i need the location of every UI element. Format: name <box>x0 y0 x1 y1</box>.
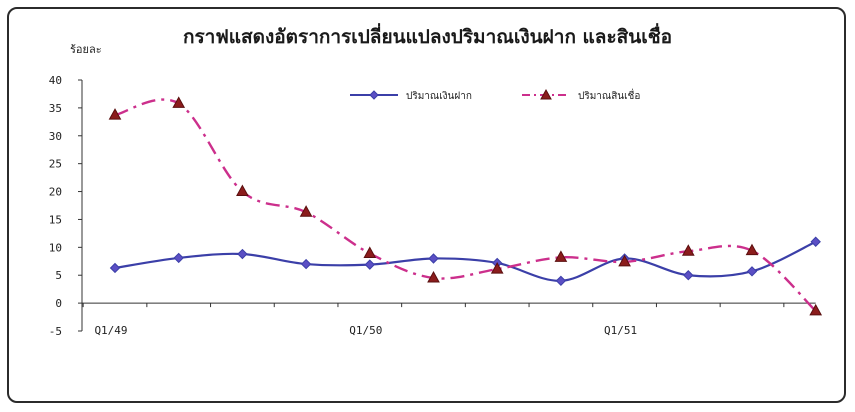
credit-data-point <box>809 303 823 316</box>
legend-credit-label: ปริมาณสินเชื่อ <box>578 88 640 102</box>
y-tick-label: 30 <box>49 130 62 143</box>
credit-data-point <box>618 254 631 267</box>
y-axis-label: ร้อยละ <box>70 43 102 56</box>
y-tick-label: 35 <box>49 102 62 115</box>
x-tick-label: Q1/50 <box>349 324 382 337</box>
deposit-data-point <box>428 253 439 264</box>
deposit-data-point <box>109 262 121 274</box>
credit-data-point <box>745 243 759 256</box>
y-tick-label: 40 <box>49 74 62 87</box>
credit-data-point <box>108 108 122 120</box>
deposit-data-point <box>364 259 376 270</box>
y-tick-label: 5 <box>55 269 62 282</box>
y-tick-label: 20 <box>49 186 62 199</box>
deposit-data-point <box>300 258 312 270</box>
chart-frame <box>7 7 846 403</box>
legend-deposit-marker <box>369 90 379 100</box>
deposit-series-line <box>114 240 817 282</box>
x-tick-label: Q1/49 <box>94 324 127 337</box>
credit-data-point <box>490 262 504 274</box>
deposit-data-point <box>746 266 758 277</box>
deposit-data-point <box>555 275 567 287</box>
y-tick-label: -5 <box>49 325 62 338</box>
credit-data-point <box>681 244 695 256</box>
deposit-data-point <box>810 236 821 247</box>
credit-data-point <box>172 96 186 108</box>
legend-deposit-label: ปริมาณเงินฝาก <box>406 91 472 102</box>
y-tick-label: 0 <box>55 297 62 310</box>
y-tick-label: 15 <box>49 213 62 226</box>
credit-data-point <box>554 250 568 262</box>
credit-data-point <box>363 246 377 258</box>
credit-series-line <box>114 98 817 312</box>
chart-title: กราฟแสดงอัตราการเปลี่ยนแปลงปริมาณเงินฝาก… <box>182 26 673 48</box>
y-tick-label: 25 <box>49 158 62 171</box>
y-tick-label: 10 <box>49 241 62 254</box>
deposit-data-point <box>173 252 184 264</box>
credit-data-point <box>236 184 249 197</box>
credit-data-point <box>299 205 313 217</box>
deposit-data-point <box>237 248 248 260</box>
credit-data-point <box>427 270 440 283</box>
legend-credit-marker <box>540 88 552 100</box>
x-tick-label: Q1/51 <box>604 324 637 337</box>
deposit-data-point <box>683 270 694 281</box>
